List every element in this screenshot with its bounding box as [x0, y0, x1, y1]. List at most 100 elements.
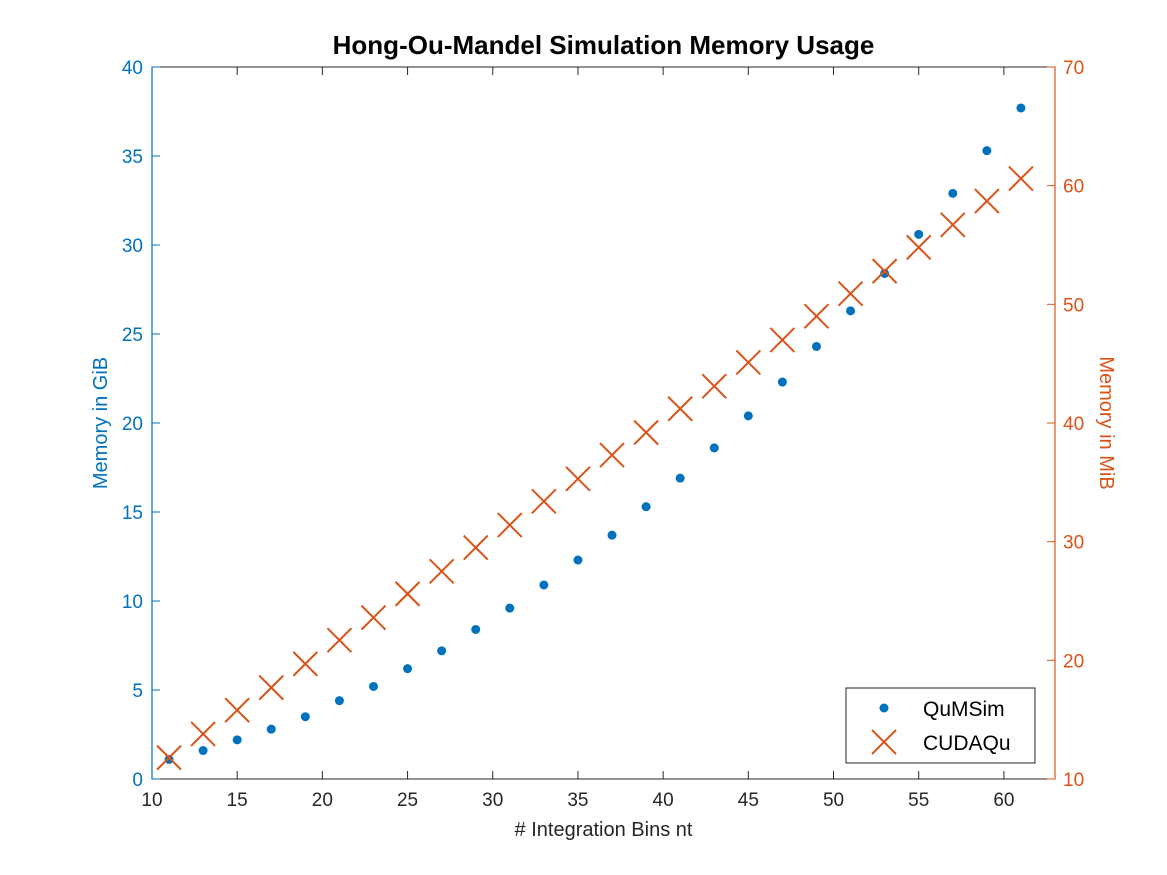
data-point-cudaqu: [871, 258, 898, 284]
data-point-cudaqu: [224, 697, 250, 723]
cross-stroke: [701, 373, 727, 399]
data-point-qumsim: [811, 341, 821, 351]
y-left-tick-label: 0: [132, 770, 143, 791]
cross-stroke: [258, 674, 284, 701]
cross-stroke: [360, 604, 387, 631]
data-point-qumsim: [1016, 103, 1026, 113]
y-left-tick-label: 10: [122, 592, 143, 613]
data-point-cudaqu: [326, 627, 353, 653]
cross-stroke: [940, 212, 966, 238]
data-point-qumsim: [777, 377, 787, 387]
cross-stroke: [394, 581, 421, 607]
y-right-tick-label: 50: [1063, 295, 1084, 316]
series-cudaqu: [156, 165, 1034, 771]
x-tick-label: 55: [908, 790, 929, 811]
data-point-qumsim: [505, 603, 515, 613]
legend-marker-cudaqu: [871, 729, 897, 755]
data-point-cudaqu: [156, 744, 182, 771]
chart-title: Hong-Ou-Mandel Simulation Memory Usage: [333, 30, 875, 60]
data-point-cudaqu: [497, 512, 523, 538]
cross-stroke: [531, 488, 557, 515]
y-right-tick-label: 30: [1063, 533, 1084, 554]
x-tick-label: 40: [653, 790, 674, 811]
data-point-cudaqu: [190, 721, 216, 747]
y-axis-left-label: Memory in GiB: [90, 357, 112, 489]
data-point-cudaqu: [292, 651, 319, 677]
cross-stroke: [871, 258, 898, 284]
cross-stroke: [463, 534, 489, 561]
data-point-qumsim: [743, 411, 753, 421]
x-tick-label: 50: [823, 790, 844, 811]
data-point-cudaqu: [531, 488, 557, 515]
data-point-cudaqu: [258, 674, 284, 701]
legend-label-cudaqu: CUDAQu: [923, 732, 1011, 755]
y-right-tick-label: 70: [1063, 58, 1084, 79]
legend-label-qumsim: QuMSim: [923, 698, 1005, 721]
cross-stroke: [837, 280, 864, 307]
data-point-cudaqu: [974, 188, 1000, 214]
cross-stroke: [633, 419, 659, 446]
y-left-tick-label: 40: [122, 58, 143, 79]
data-point-qumsim: [164, 754, 174, 764]
legend-cross: [871, 729, 897, 755]
legend: QuMSim CUDAQu: [845, 687, 1036, 764]
y-left-tick-label: 15: [122, 503, 143, 524]
data-point-cudaqu: [940, 212, 966, 238]
data-point-cudaqu: [803, 303, 830, 329]
data-point-cudaqu: [428, 558, 455, 585]
y-right-tick-label: 10: [1063, 770, 1084, 791]
cross-stroke: [224, 697, 250, 723]
data-point-qumsim: [266, 724, 276, 734]
data-point-cudaqu: [769, 327, 796, 353]
x-tick-label: 35: [567, 790, 588, 811]
x-tick-label: 15: [227, 790, 248, 811]
cross-stroke: [156, 744, 182, 771]
data-point-qumsim: [437, 646, 447, 656]
y-left-tick-label: 35: [122, 147, 143, 168]
y-right-tick-label: 60: [1063, 177, 1084, 198]
cross-stroke: [565, 466, 591, 492]
data-point-qumsim: [471, 624, 481, 634]
cross-stroke: [905, 234, 932, 261]
data-point-qumsim: [982, 146, 992, 156]
x-tick-label: 30: [482, 790, 503, 811]
y-right-tick-label: 20: [1063, 651, 1084, 672]
data-point-qumsim: [709, 443, 719, 453]
y-axis-right-label: Memory in MiB: [1095, 356, 1117, 489]
cross-stroke: [769, 327, 796, 353]
data-point-qumsim: [675, 473, 685, 483]
x-tick-label: 10: [141, 790, 162, 811]
x-axis: 10 15 20 25 30 35 40 45 50 55 60: [141, 67, 1014, 811]
series-layer: [156, 103, 1034, 771]
x-axis-label: # Integration Bins nt: [515, 819, 693, 841]
legend-marker-qumsim: [879, 703, 889, 713]
data-point-qumsim: [232, 735, 242, 745]
y-left-tick-label: 20: [122, 414, 143, 435]
cross-stroke: [974, 188, 1000, 214]
series-qumsim: [164, 103, 1026, 764]
cross-stroke: [871, 729, 897, 755]
data-point-cudaqu: [394, 581, 421, 607]
data-point-cudaqu: [360, 604, 387, 631]
data-point-cudaqu: [463, 534, 489, 561]
data-point-qumsim: [607, 530, 617, 540]
y-right-tick-label: 40: [1063, 414, 1084, 435]
data-point-qumsim: [880, 268, 890, 278]
y-left-tick-label: 25: [122, 325, 143, 346]
x-tick-label: 60: [993, 790, 1014, 811]
cross-stroke: [667, 396, 693, 422]
data-point-cudaqu: [735, 349, 762, 376]
data-point-qumsim: [573, 555, 583, 565]
data-point-cudaqu: [565, 466, 591, 492]
x-tick-label: 20: [312, 790, 333, 811]
cross-stroke: [292, 651, 319, 677]
x-tick-label: 45: [738, 790, 759, 811]
data-point-qumsim: [948, 188, 958, 198]
data-point-qumsim: [539, 580, 549, 590]
data-point-qumsim: [914, 229, 924, 239]
cross-stroke: [428, 558, 455, 585]
y-left-tick-label: 30: [122, 236, 143, 257]
data-point-cudaqu: [599, 442, 625, 468]
cross-stroke: [497, 512, 523, 538]
